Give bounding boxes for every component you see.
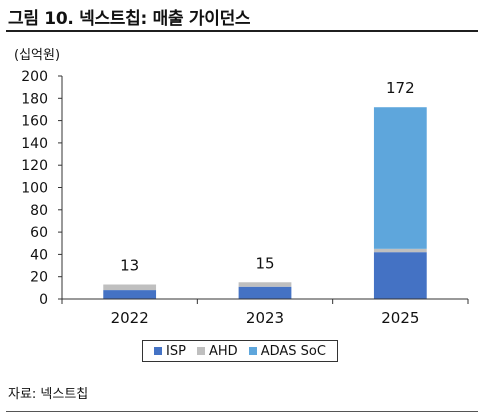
y-tick-label: 200 bbox=[21, 69, 48, 85]
x-tick-label: 2023 bbox=[246, 309, 284, 327]
legend-swatch-isp bbox=[154, 347, 163, 355]
y-tick-label: 140 bbox=[21, 136, 48, 152]
title-divider bbox=[6, 30, 478, 32]
total-label: 13 bbox=[120, 257, 139, 275]
legend-label-adas-soc: ADAS SoC bbox=[260, 343, 326, 359]
x-tick-label: 2025 bbox=[381, 309, 419, 327]
legend-item-isp: ISP bbox=[154, 344, 186, 359]
y-tick-label: 160 bbox=[21, 114, 48, 130]
y-axis: 0 20 40 60 80 100 120 140 160 180 200 bbox=[21, 69, 63, 308]
y-tick-label: 100 bbox=[21, 181, 48, 197]
figure-title: 그림 10. 넥스트칩: 매출 가이던스 bbox=[8, 9, 251, 29]
bars bbox=[103, 107, 427, 299]
total-labels: 13 15 172 bbox=[120, 79, 415, 274]
legend-item-ahd: AHD bbox=[197, 344, 238, 359]
bar-segment-ahd bbox=[238, 282, 292, 287]
y-axis-unit-label: (십억원) bbox=[14, 48, 61, 63]
legend: ISP AHD ADAS SoC bbox=[142, 340, 338, 362]
bar-segment-ahd bbox=[373, 248, 427, 253]
y-tick-label: 0 bbox=[39, 292, 48, 308]
total-label: 15 bbox=[255, 254, 274, 272]
legend-label-isp: ISP bbox=[166, 343, 186, 359]
y-tick-label: 60 bbox=[30, 225, 48, 241]
y-tick-label: 120 bbox=[21, 158, 48, 174]
source-note: 자료: 넥스트칩 bbox=[8, 387, 89, 402]
y-tick-label: 40 bbox=[30, 247, 48, 263]
bar-segment-isp bbox=[373, 252, 427, 299]
y-tick-label: 20 bbox=[30, 270, 48, 286]
bar-segment-ahd bbox=[103, 284, 157, 291]
bar-segment-isp bbox=[238, 286, 292, 299]
legend-swatch-ahd bbox=[197, 347, 205, 355]
legend-swatch-adas-soc bbox=[248, 347, 257, 355]
legend-label-ahd: AHD bbox=[209, 343, 238, 359]
legend-item-adas-soc: ADAS SoC bbox=[248, 343, 326, 359]
y-tick-label: 80 bbox=[30, 203, 48, 219]
bar-segment-isp bbox=[103, 290, 157, 299]
x-tick-label: 2022 bbox=[111, 309, 149, 327]
total-label: 172 bbox=[386, 79, 415, 97]
bar-segment-adas-soc bbox=[373, 107, 427, 249]
x-axis: 2022 2023 2025 bbox=[61, 298, 469, 327]
y-tick-label: 180 bbox=[21, 91, 48, 107]
